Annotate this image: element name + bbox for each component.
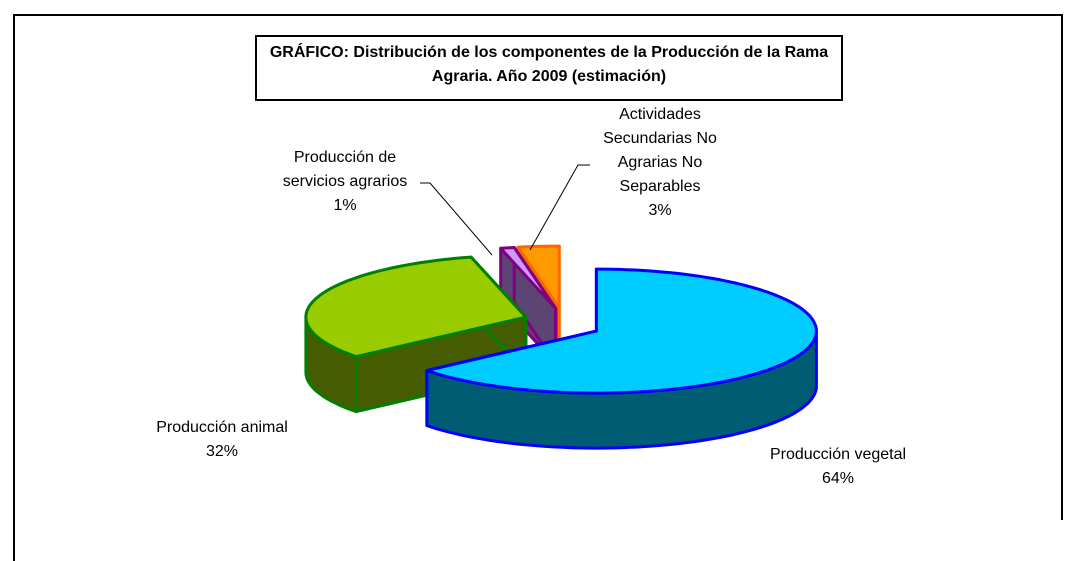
category-label: Producción vegetal xyxy=(769,446,907,463)
category-label: Actividades Secundarias No Agrarias No S… xyxy=(603,106,717,195)
frame xyxy=(13,14,1063,561)
slice-top xyxy=(516,244,561,310)
slice-top xyxy=(304,255,528,359)
label-block: Actividades Secundarias No Agrarias No S… xyxy=(590,103,730,223)
slice-top xyxy=(425,267,818,395)
label-block: Producción animal 32% xyxy=(122,416,322,464)
category-label: Producción de servicios agrarios xyxy=(282,149,408,190)
pie xyxy=(304,244,818,450)
chart-title: GRÁFICO: Distribución de los componentes… xyxy=(255,35,843,101)
slice-top xyxy=(499,246,557,310)
leader-line xyxy=(529,164,590,251)
leader-line xyxy=(420,182,493,256)
value-label: 3% xyxy=(648,202,672,219)
label-block: Producción de servicios agrarios 1% xyxy=(270,146,420,218)
category-label: Producción animal xyxy=(156,419,288,436)
value-label: 64% xyxy=(821,470,855,487)
value-label: 32% xyxy=(205,443,239,460)
label-block: Producción vegetal 64% xyxy=(738,443,938,491)
value-label: 1% xyxy=(333,197,357,214)
